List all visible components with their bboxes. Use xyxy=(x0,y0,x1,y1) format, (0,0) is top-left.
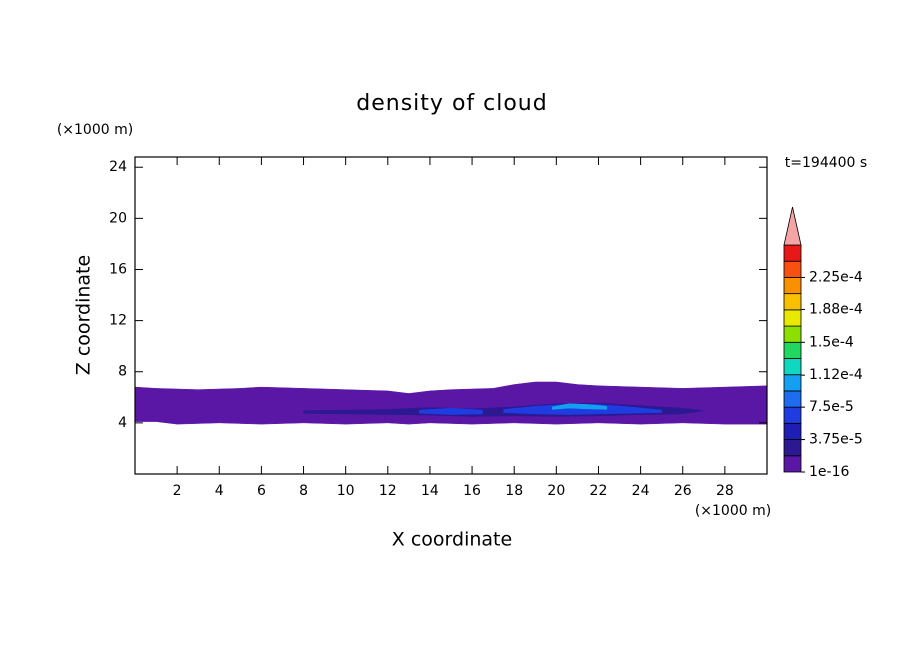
y-tick-label: 20 xyxy=(109,210,127,226)
colorbar-box xyxy=(783,374,802,392)
plot-frame xyxy=(134,156,768,475)
time-label: t=194400 s xyxy=(785,155,867,171)
x-tick-label: 16 xyxy=(463,483,481,499)
contour-region xyxy=(419,407,483,415)
colorbar-box xyxy=(783,406,802,424)
contour-region xyxy=(134,381,768,425)
y-axis-label: Z coordinate xyxy=(73,255,95,375)
colorbar-label: 3.75e-5 xyxy=(809,432,863,448)
contour-region xyxy=(551,403,608,410)
colorbar-box xyxy=(783,277,802,295)
colorbar-box xyxy=(783,260,802,278)
x-tick-label: 26 xyxy=(674,483,692,499)
x-tick-label: 6 xyxy=(257,483,266,499)
colorbar-box xyxy=(783,390,802,408)
x-tick-label: 18 xyxy=(505,483,523,499)
colorbar-box xyxy=(783,309,802,327)
x-axis-label: X coordinate xyxy=(392,529,512,551)
colorbar-label: 7.5e-5 xyxy=(809,399,854,415)
x-tick-label: 14 xyxy=(421,483,439,499)
colorbar-box xyxy=(783,244,802,262)
colorbar-label: 1.12e-4 xyxy=(809,367,863,383)
colorbar-box xyxy=(783,358,802,376)
x-tick-label: 4 xyxy=(215,483,224,499)
y-unit: (×1000 m) xyxy=(57,122,133,138)
colorbar-label: 2.25e-4 xyxy=(809,269,863,285)
x-tick-label: 24 xyxy=(632,483,650,499)
chart-title: density of cloud xyxy=(356,91,547,116)
x-tick-label: 10 xyxy=(337,483,355,499)
colorbar-label: 1e-16 xyxy=(809,464,849,480)
y-tick-label: 24 xyxy=(109,159,127,175)
colorbar-label: 1.5e-4 xyxy=(809,334,854,350)
y-tick-label: 8 xyxy=(118,364,127,380)
colorbar-label: 1.88e-4 xyxy=(809,301,863,317)
colorbar-extend xyxy=(783,206,802,246)
y-tick-label: 12 xyxy=(109,313,127,329)
x-tick-label: 2 xyxy=(173,483,182,499)
y-tick-label: 4 xyxy=(118,415,127,431)
x-tick-label: 12 xyxy=(379,483,397,499)
colorbar-box xyxy=(783,439,802,457)
x-tick-label: 28 xyxy=(716,483,734,499)
colorbar-box xyxy=(783,455,802,473)
x-tick-label: 8 xyxy=(299,483,308,499)
colorbar-box xyxy=(783,422,802,440)
x-unit: (×1000 m) xyxy=(695,503,771,519)
y-tick-label: 16 xyxy=(109,261,127,277)
colorbar-box xyxy=(783,325,802,343)
colorbar-box xyxy=(783,341,802,359)
x-tick-label: 22 xyxy=(590,483,608,499)
x-tick-label: 20 xyxy=(547,483,565,499)
colorbar-box xyxy=(783,293,802,311)
